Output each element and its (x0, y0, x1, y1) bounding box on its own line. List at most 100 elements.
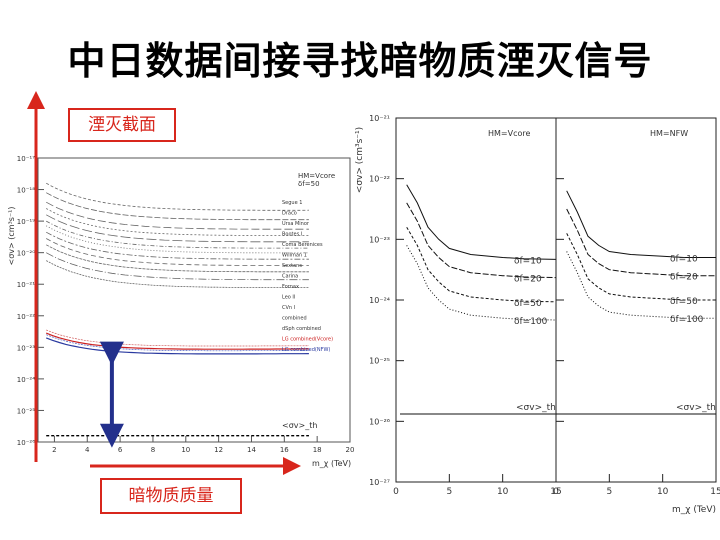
left-combined-curve (45, 332, 309, 350)
left-limit-curve (46, 208, 309, 236)
left-y-tick-label: 10⁻¹⁷ (17, 155, 35, 163)
right-series-label: δf=100 (514, 317, 548, 327)
right-x-tick-label: 0 (393, 487, 399, 497)
left-combined-curve (46, 334, 309, 352)
left-y-tick-label: 10⁻²⁰ (17, 250, 35, 258)
slide-title: 中日数据间接寻找暗物质湮灭信号 (67, 38, 653, 83)
right-series-label: δf=10 (514, 256, 542, 266)
annotation-arrows (27, 91, 301, 475)
left-x-tick-label: 8 (151, 446, 155, 454)
right-series-line (406, 202, 557, 279)
left-y-tick-label: 10⁻²¹ (17, 281, 35, 289)
left-thermal-label: <σv>_th (282, 421, 317, 430)
left-x-tick-label: 20 (346, 446, 355, 454)
left-x-axis-label: m_χ (TeV) (312, 459, 351, 468)
left-y-tick-label: 10⁻²⁵ (17, 407, 35, 415)
right-panel: <σv> (cm³s⁻¹) 10⁻²¹ 10⁻²² 10⁻²³ 10⁻²⁴ 10⁻²⁵ 10… (355, 114, 720, 515)
right-x-tick-label: 0 (553, 487, 559, 497)
left-legend-entry: Sextans (282, 263, 302, 269)
left-y-tick-label: 10⁻¹⁸ (17, 187, 35, 195)
right-y-tick-label: 10⁻²⁷ (369, 478, 390, 487)
right-series-line (406, 184, 557, 260)
right-series-line (406, 226, 557, 303)
left-legend-entry: Bootes I (282, 232, 302, 238)
left-limit-curve (46, 182, 309, 211)
left-legend-entry: Fornax (282, 284, 299, 290)
dm-mass-annotation: 暗物质质量 (100, 478, 242, 514)
left-x-tick-label: 2 (52, 446, 56, 454)
right-series-label: δf=100 (670, 315, 704, 325)
left-legend-entry: Leo II (282, 295, 295, 301)
left-limit-curve (46, 201, 309, 230)
right-y-tick-label: 10⁻²³ (369, 235, 390, 244)
left-y-tick-label: 10⁻²³ (17, 344, 35, 352)
right-subpanel-label: HM=Vcore (488, 129, 531, 138)
left-limit-curve (46, 220, 309, 249)
left-legend-entry: LG combined(Vcore) (282, 337, 333, 343)
right-x-axis-label: m_χ (TeV) (672, 505, 716, 515)
left-y-axis-label: <σv> (cm³s⁻¹) (7, 207, 16, 266)
right-subpanel-label: HM=NFW (650, 129, 688, 138)
left-x-tick-label: 4 (85, 446, 90, 454)
left-legend-entry: LG combined(NFW) (282, 347, 330, 353)
right-x-tick-label: 5 (606, 487, 612, 497)
right-thermal-label: <σv>_th (676, 403, 716, 413)
right-series-label: δf=50 (670, 297, 698, 307)
left-plot-frame (37, 157, 351, 443)
left-combined-curve (45, 337, 309, 355)
right-y-tick-label: 10⁻²⁴ (369, 296, 390, 305)
left-limit-curve (46, 214, 309, 243)
left-x-tick-label: 14 (247, 446, 256, 454)
left-y-tick-label: 10⁻²² (17, 313, 35, 321)
right-series-label: δf=50 (514, 299, 542, 309)
left-legend-entry: Ursa Minor (282, 221, 310, 227)
left-limit-curve (46, 192, 309, 221)
right-y-axis-label: <σv> (cm³s⁻¹) (355, 127, 365, 193)
left-x-tick-label: 16 (280, 446, 289, 454)
left-x-tick-label: 12 (214, 446, 223, 454)
right-x-tick-label: 10 (657, 487, 669, 497)
left-legend-entry: Carina (282, 274, 298, 280)
right-y-tick-label: 10⁻²¹ (369, 114, 390, 123)
left-limit-curve (46, 244, 309, 273)
right-series-line (566, 251, 716, 319)
right-thermal-label: <σv>_th (516, 403, 556, 413)
right-y-tick-label: 10⁻²⁶ (369, 417, 390, 426)
right-x-tick-label: 10 (497, 487, 509, 497)
left-limit-curve (46, 231, 309, 260)
right-x-tick-label: 15 (550, 487, 561, 497)
left-legend-entry: Draco (282, 211, 297, 217)
right-series-line (566, 233, 716, 301)
left-panel: 2 4 6 8 10 12 14 16 18 20 10⁻¹⁷ 10⁻¹⁸ 10⁻¹⁹ 10⁻²⁰ 10⁻²… (7, 155, 354, 468)
left-legend-entry: CVn I (282, 305, 295, 311)
left-y-tick-label: 10⁻¹⁹ (17, 218, 35, 226)
right-series-label: δf=20 (514, 275, 542, 285)
right-series-label: δf=10 (670, 255, 698, 265)
left-limit-curve (46, 238, 309, 266)
right-x-tick-label: 15 (710, 487, 720, 497)
right-y-tick-label: 10⁻²⁵ (369, 357, 390, 366)
left-x-tick-label: 10 (181, 446, 190, 454)
cross-section-annotation: 湮灭截面 (68, 108, 176, 142)
left-x-tick-label: 18 (313, 446, 322, 454)
left-x-tick-label: 6 (118, 446, 123, 454)
left-legend-header: δf=50 (298, 180, 320, 188)
left-limit-curve (46, 225, 309, 254)
left-legend-header: HM=Vcore (298, 172, 335, 180)
right-series-line (566, 190, 716, 258)
right-series-label: δf=20 (670, 273, 698, 283)
left-legend-entry: Coma Berenices (282, 242, 323, 248)
left-legend-entry: dSph combined (282, 326, 321, 332)
left-combined-curve (46, 329, 309, 347)
left-limit-curve (46, 252, 309, 281)
left-y-tick-label: 10⁻²⁶ (17, 439, 35, 447)
right-y-tick-label: 10⁻²² (369, 175, 390, 184)
left-legend-entry: combined (282, 316, 307, 322)
left-y-tick-label: 10⁻²⁴ (17, 376, 35, 384)
right-series-line (566, 208, 716, 277)
right-x-tick-label: 5 (446, 487, 452, 497)
left-legend-entry: Segue 1 (282, 200, 302, 206)
left-limit-curve (46, 260, 309, 288)
left-legend-entry: Willman 1 (282, 253, 307, 259)
